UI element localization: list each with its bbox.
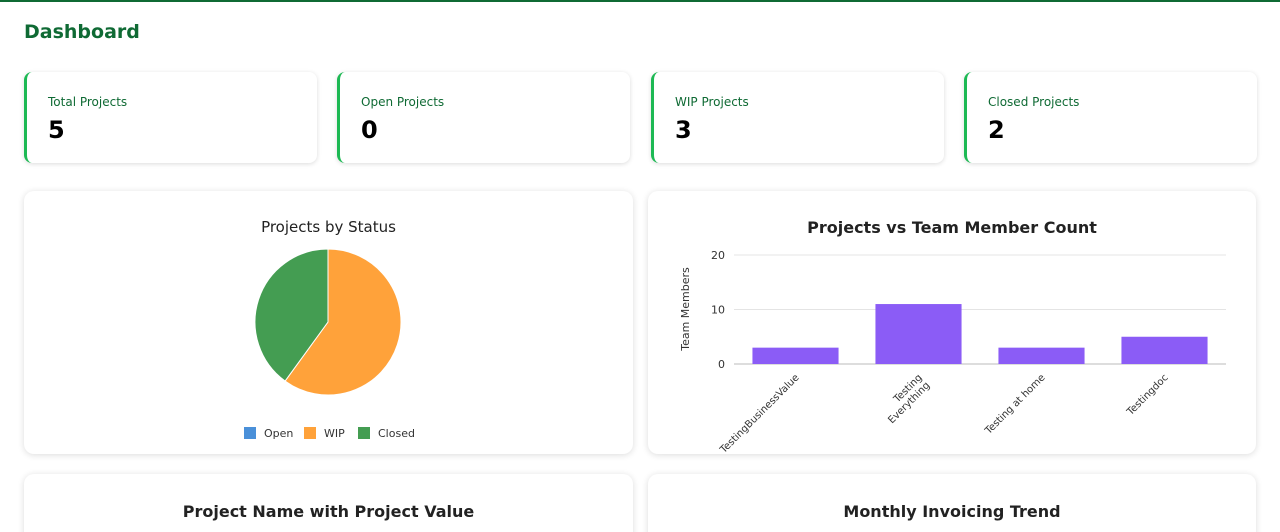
y-axis-label: Team Members bbox=[679, 267, 692, 352]
x-tick-label: TestingBusinessValue bbox=[718, 372, 802, 454]
legend-label: Closed bbox=[378, 427, 415, 440]
stat-card-wip[interactable]: WIP Projects 3 bbox=[651, 72, 944, 163]
team-bar-chart: 0 10 20 Team Members TestingBusinessValue Tes… bbox=[679, 249, 1226, 454]
legend-item-wip[interactable]: WIP bbox=[304, 427, 345, 440]
bar[interactable] bbox=[875, 304, 962, 364]
project-value-title: Project Name with Project Value bbox=[182, 502, 475, 521]
team-chart-panel: Projects vs Team Member Count 0 10 20 Team … bbox=[648, 191, 1256, 454]
stat-value: 3 bbox=[675, 116, 692, 144]
legend-item-closed[interactable]: Closed bbox=[358, 427, 415, 440]
stat-card-closed[interactable]: Closed Projects 2 bbox=[964, 72, 1257, 163]
x-tick-label: Testingdoc bbox=[1125, 372, 1171, 418]
pie-slice-wip[interactable] bbox=[284, 248, 402, 396]
stat-card-total[interactable]: Total Projects 5 bbox=[24, 72, 317, 163]
stat-label: Total Projects bbox=[48, 95, 128, 109]
x-tick-label: TestingEverything bbox=[879, 372, 933, 426]
y-tick-label: 20 bbox=[711, 249, 725, 262]
legend-swatch bbox=[358, 427, 370, 439]
x-tick-label: Testing at home bbox=[983, 372, 1048, 437]
stat-label: Closed Projects bbox=[988, 95, 1080, 109]
stat-card-open[interactable]: Open Projects 0 bbox=[337, 72, 630, 163]
project-value-panel: Project Name with Project Value bbox=[24, 474, 633, 532]
legend-label: Open bbox=[264, 427, 293, 440]
bar[interactable] bbox=[1121, 336, 1208, 364]
y-tick-label: 10 bbox=[711, 304, 725, 317]
legend-swatch bbox=[304, 427, 316, 439]
legend-swatch bbox=[244, 427, 256, 439]
stat-label: Open Projects bbox=[361, 95, 445, 109]
stat-label: WIP Projects bbox=[675, 95, 749, 109]
bar[interactable] bbox=[752, 347, 839, 364]
stat-value: 5 bbox=[48, 116, 65, 144]
stat-value: 0 bbox=[361, 116, 378, 144]
invoice-trend-title: Monthly Invoicing Trend bbox=[843, 502, 1061, 521]
top-accent-line bbox=[0, 0, 1280, 2]
team-chart-title: Projects vs Team Member Count bbox=[807, 218, 1097, 237]
status-pie-chart: Open WIP Closed bbox=[244, 248, 415, 440]
status-chart-title: Projects by Status bbox=[261, 218, 396, 236]
pie-slice-closed[interactable] bbox=[254, 248, 329, 382]
invoice-trend-panel: Monthly Invoicing Trend bbox=[648, 474, 1256, 532]
legend-item-open[interactable]: Open bbox=[244, 427, 293, 440]
status-chart-panel: Projects by Status Open WIP Closed bbox=[24, 191, 633, 454]
stat-value: 2 bbox=[988, 116, 1005, 144]
bar[interactable] bbox=[998, 347, 1085, 364]
legend-label: WIP bbox=[324, 427, 345, 440]
y-tick-label: 0 bbox=[718, 358, 725, 371]
page-title: Dashboard bbox=[24, 21, 140, 43]
